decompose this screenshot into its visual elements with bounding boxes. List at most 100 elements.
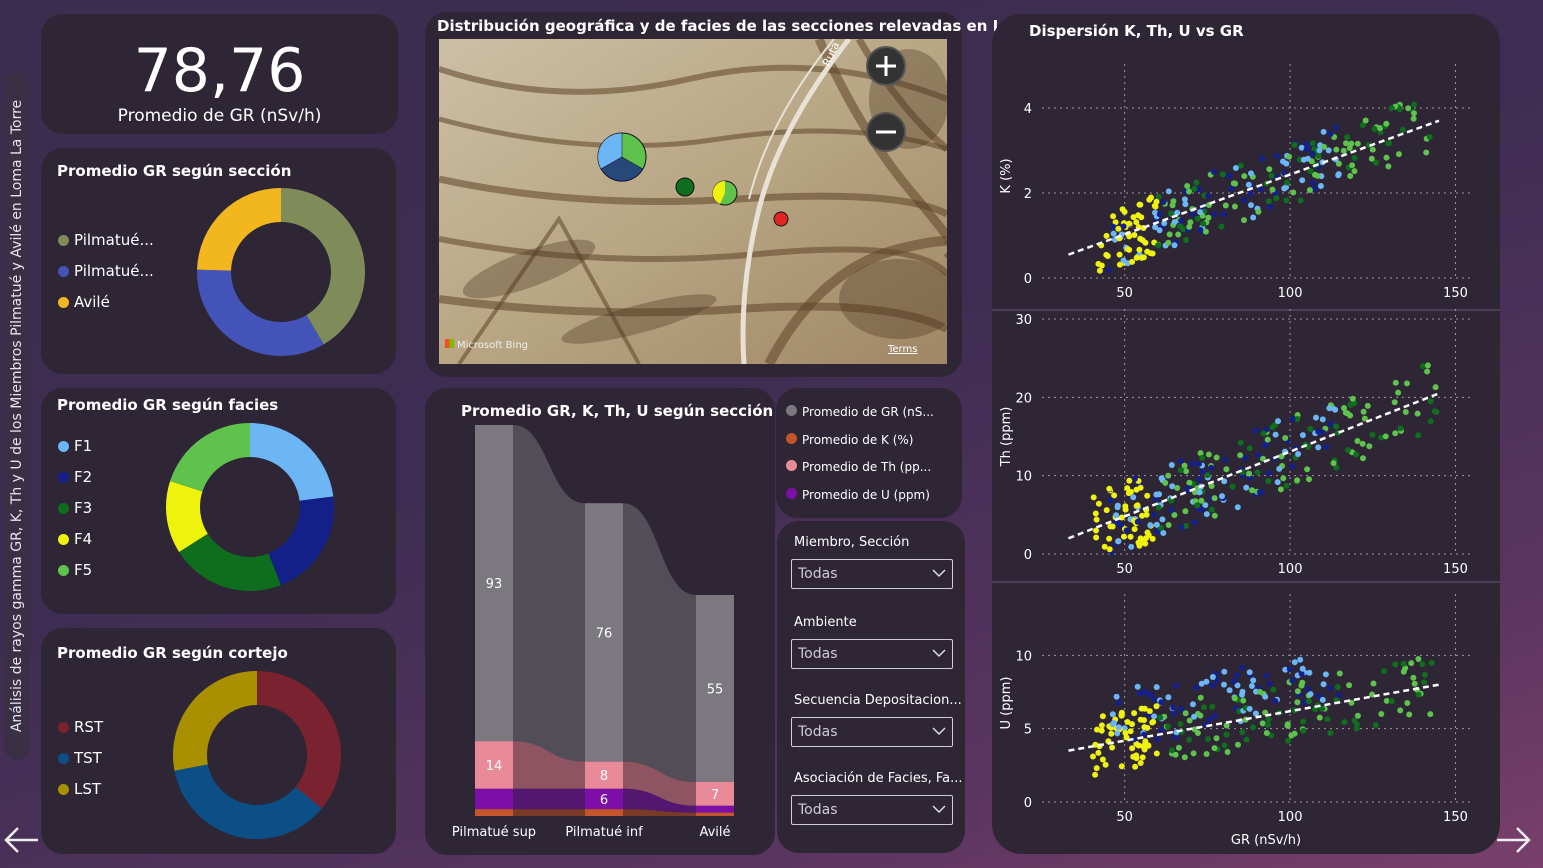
scatter-point <box>1421 671 1428 678</box>
scatter-point <box>1427 418 1434 425</box>
facies-slice-3[interactable] <box>166 481 208 553</box>
scatter-panel-0[interactable]: 0 2 4 50 100 150 K (%) <box>999 64 1472 301</box>
scatter-point <box>1237 452 1244 459</box>
facies-slice-0[interactable] <box>250 423 334 501</box>
legend-item-lst[interactable]: LST <box>58 779 103 810</box>
section-marker-avile[interactable] <box>712 180 738 206</box>
ribbon-bar-th-1[interactable] <box>585 761 623 789</box>
side-title-text: Análisis de rayos gamma GR, K, Th y U de… <box>9 99 25 733</box>
ribbon-bar-th-2[interactable] <box>696 782 734 806</box>
scatter-point <box>1129 745 1136 752</box>
scatter-point <box>1095 749 1102 756</box>
cortejo-slice-0[interactable] <box>257 671 341 809</box>
satellite-map[interactable]: Ruta <box>439 39 947 364</box>
legend-item-u[interactable]: Promedio de U (ppm) <box>786 485 934 513</box>
donut-seccion-chart[interactable] <box>191 182 371 362</box>
ribbon-bar-gr-1[interactable] <box>585 503 623 762</box>
scatter-point <box>1399 126 1406 133</box>
legend-item-rst[interactable]: RST <box>58 717 103 748</box>
donut-cortejo-card[interactable]: Promedio GR según cortejo RST TST LST <box>41 628 396 854</box>
ribbon-bar-gr-2[interactable] <box>696 595 734 782</box>
scatter-point <box>1289 463 1296 470</box>
kpi-label: Promedio de GR (nSv/h) <box>117 106 322 126</box>
map-terms-link[interactable]: Terms <box>888 344 918 355</box>
ribbon-bar-k-2[interactable] <box>696 812 734 816</box>
scatter-card[interactable]: Dispersión K, Th, U vs GR 0 2 4 50 100 150 K (… <box>992 14 1500 854</box>
legend-item-k[interactable]: Promedio de K (%) <box>786 430 934 458</box>
donut-facies-card[interactable]: Promedio GR según facies F1 F2 F3 F4 F5 <box>41 388 396 614</box>
ribbon-bar-u-0[interactable] <box>475 788 513 810</box>
previous-page-arrow-icon[interactable] <box>2 825 42 855</box>
scatter-point <box>1208 506 1215 513</box>
facies-slice-1[interactable] <box>268 496 334 586</box>
ribbon-chart-card[interactable]: Promedio GR, K, Th, U según sección 93 14… <box>425 388 775 855</box>
legend-item-f5[interactable]: F5 <box>58 560 92 591</box>
kpi-card[interactable]: 78,76 Promedio de GR (nSv/h) <box>41 14 398 134</box>
slicer-dropdown-asociacion[interactable]: Todas <box>791 795 953 825</box>
section-marker-pilmatue-sup[interactable] <box>597 132 647 182</box>
map-canvas[interactable]: Ruta Microsoft Bing Terms <box>439 39 947 364</box>
slicer-label-secuencia: Secuencia Depositacion... <box>794 693 962 708</box>
ribbon-legend-card[interactable]: Promedio de GR (nS... Promedio de K (%) … <box>776 388 962 518</box>
section-marker-pilmatue-inf[interactable] <box>675 177 695 197</box>
section-marker-red[interactable] <box>773 211 789 227</box>
scatter-point <box>1124 485 1131 492</box>
next-page-arrow-icon[interactable] <box>1493 825 1533 855</box>
legend-item-gr[interactable]: Promedio de GR (nS... <box>786 402 934 430</box>
ribbon-bar-th-0[interactable] <box>475 741 513 789</box>
ribbon-chart[interactable]: 93 14 Pilmatué sup 76 8 Pilmatué inf 55 7 Avilé 6 <box>425 388 775 855</box>
legend-item-avile[interactable]: Avilé <box>58 292 154 323</box>
zoom-in-button[interactable] <box>866 46 906 86</box>
scatter-point <box>1420 363 1426 370</box>
scatter-point <box>1353 451 1360 458</box>
legend-item-f3[interactable]: F3 <box>58 498 92 529</box>
donut-cortejo-chart[interactable] <box>167 665 347 845</box>
scatter-point <box>1280 475 1287 482</box>
map-card[interactable]: Distribución geográfica y de facies de l… <box>425 12 1019 377</box>
scatter-panel-2[interactable]: 0 5 10 50 100 150 U (ppm) <box>999 594 1472 825</box>
scatter-point <box>1320 128 1327 135</box>
legend-item-tst[interactable]: TST <box>58 748 103 779</box>
facies-slice-2[interactable] <box>179 533 281 591</box>
seccion-slice-1[interactable] <box>196 269 324 356</box>
legend-item-f4[interactable]: F4 <box>58 529 92 560</box>
donut-facies-chart[interactable] <box>160 417 340 597</box>
scatter-point <box>1183 237 1189 243</box>
seccion-slice-2[interactable] <box>197 188 281 271</box>
legend-item-th[interactable]: Promedio de Th (pp... <box>786 457 934 485</box>
scatter-point <box>1109 744 1116 751</box>
scatter-panel-1[interactable]: 0 10 20 30 50 100 150 Th (ppm) <box>999 309 1472 577</box>
ribbon-bar-gr-0[interactable] <box>475 425 513 742</box>
slicer-dropdown-ambiente[interactable]: Todas <box>791 639 953 669</box>
scatter-point <box>1197 450 1204 457</box>
facies-slice-4[interactable] <box>170 423 250 492</box>
scatter-point <box>1354 712 1361 719</box>
ribbon-bar-u-2[interactable] <box>696 805 734 813</box>
cortejo-slice-1[interactable] <box>174 764 322 839</box>
ribbon-bar-u-1[interactable] <box>585 788 623 810</box>
legend-item-f2[interactable]: F2 <box>58 467 92 498</box>
scatter-point <box>1129 721 1135 728</box>
cortejo-slice-2[interactable] <box>173 671 257 771</box>
x-axis-label: GR (nSv/h) <box>1231 833 1301 848</box>
legend-item-pilmatue-sup[interactable]: Pilmatué... <box>58 230 154 261</box>
x-tick-label: 150 <box>1443 810 1468 825</box>
ribbon-bar-k-1[interactable] <box>585 809 623 816</box>
slicer-dropdown-miembro[interactable]: Todas <box>791 559 953 589</box>
scatter-point <box>1315 428 1322 435</box>
scatter-point <box>1142 535 1149 542</box>
scatter-point <box>1092 771 1099 778</box>
ribbon-bar-k-0[interactable] <box>475 809 513 816</box>
seccion-slice-0[interactable] <box>281 188 365 345</box>
legend-item-pilmatue-inf[interactable]: Pilmatué... <box>58 261 154 292</box>
donut-seccion-card[interactable]: Promedio GR según sección Pilmatué... Pi… <box>41 148 396 374</box>
zoom-out-button[interactable] <box>866 112 906 152</box>
chevron-down-icon <box>932 569 946 578</box>
legend-item-f1[interactable]: F1 <box>58 436 92 467</box>
scatter-point <box>1115 225 1122 232</box>
scatter-point <box>1107 497 1114 503</box>
scatter-point <box>1284 721 1291 728</box>
slicer-dropdown-secuencia[interactable]: Todas <box>791 717 953 747</box>
scatter-point <box>1172 751 1179 758</box>
